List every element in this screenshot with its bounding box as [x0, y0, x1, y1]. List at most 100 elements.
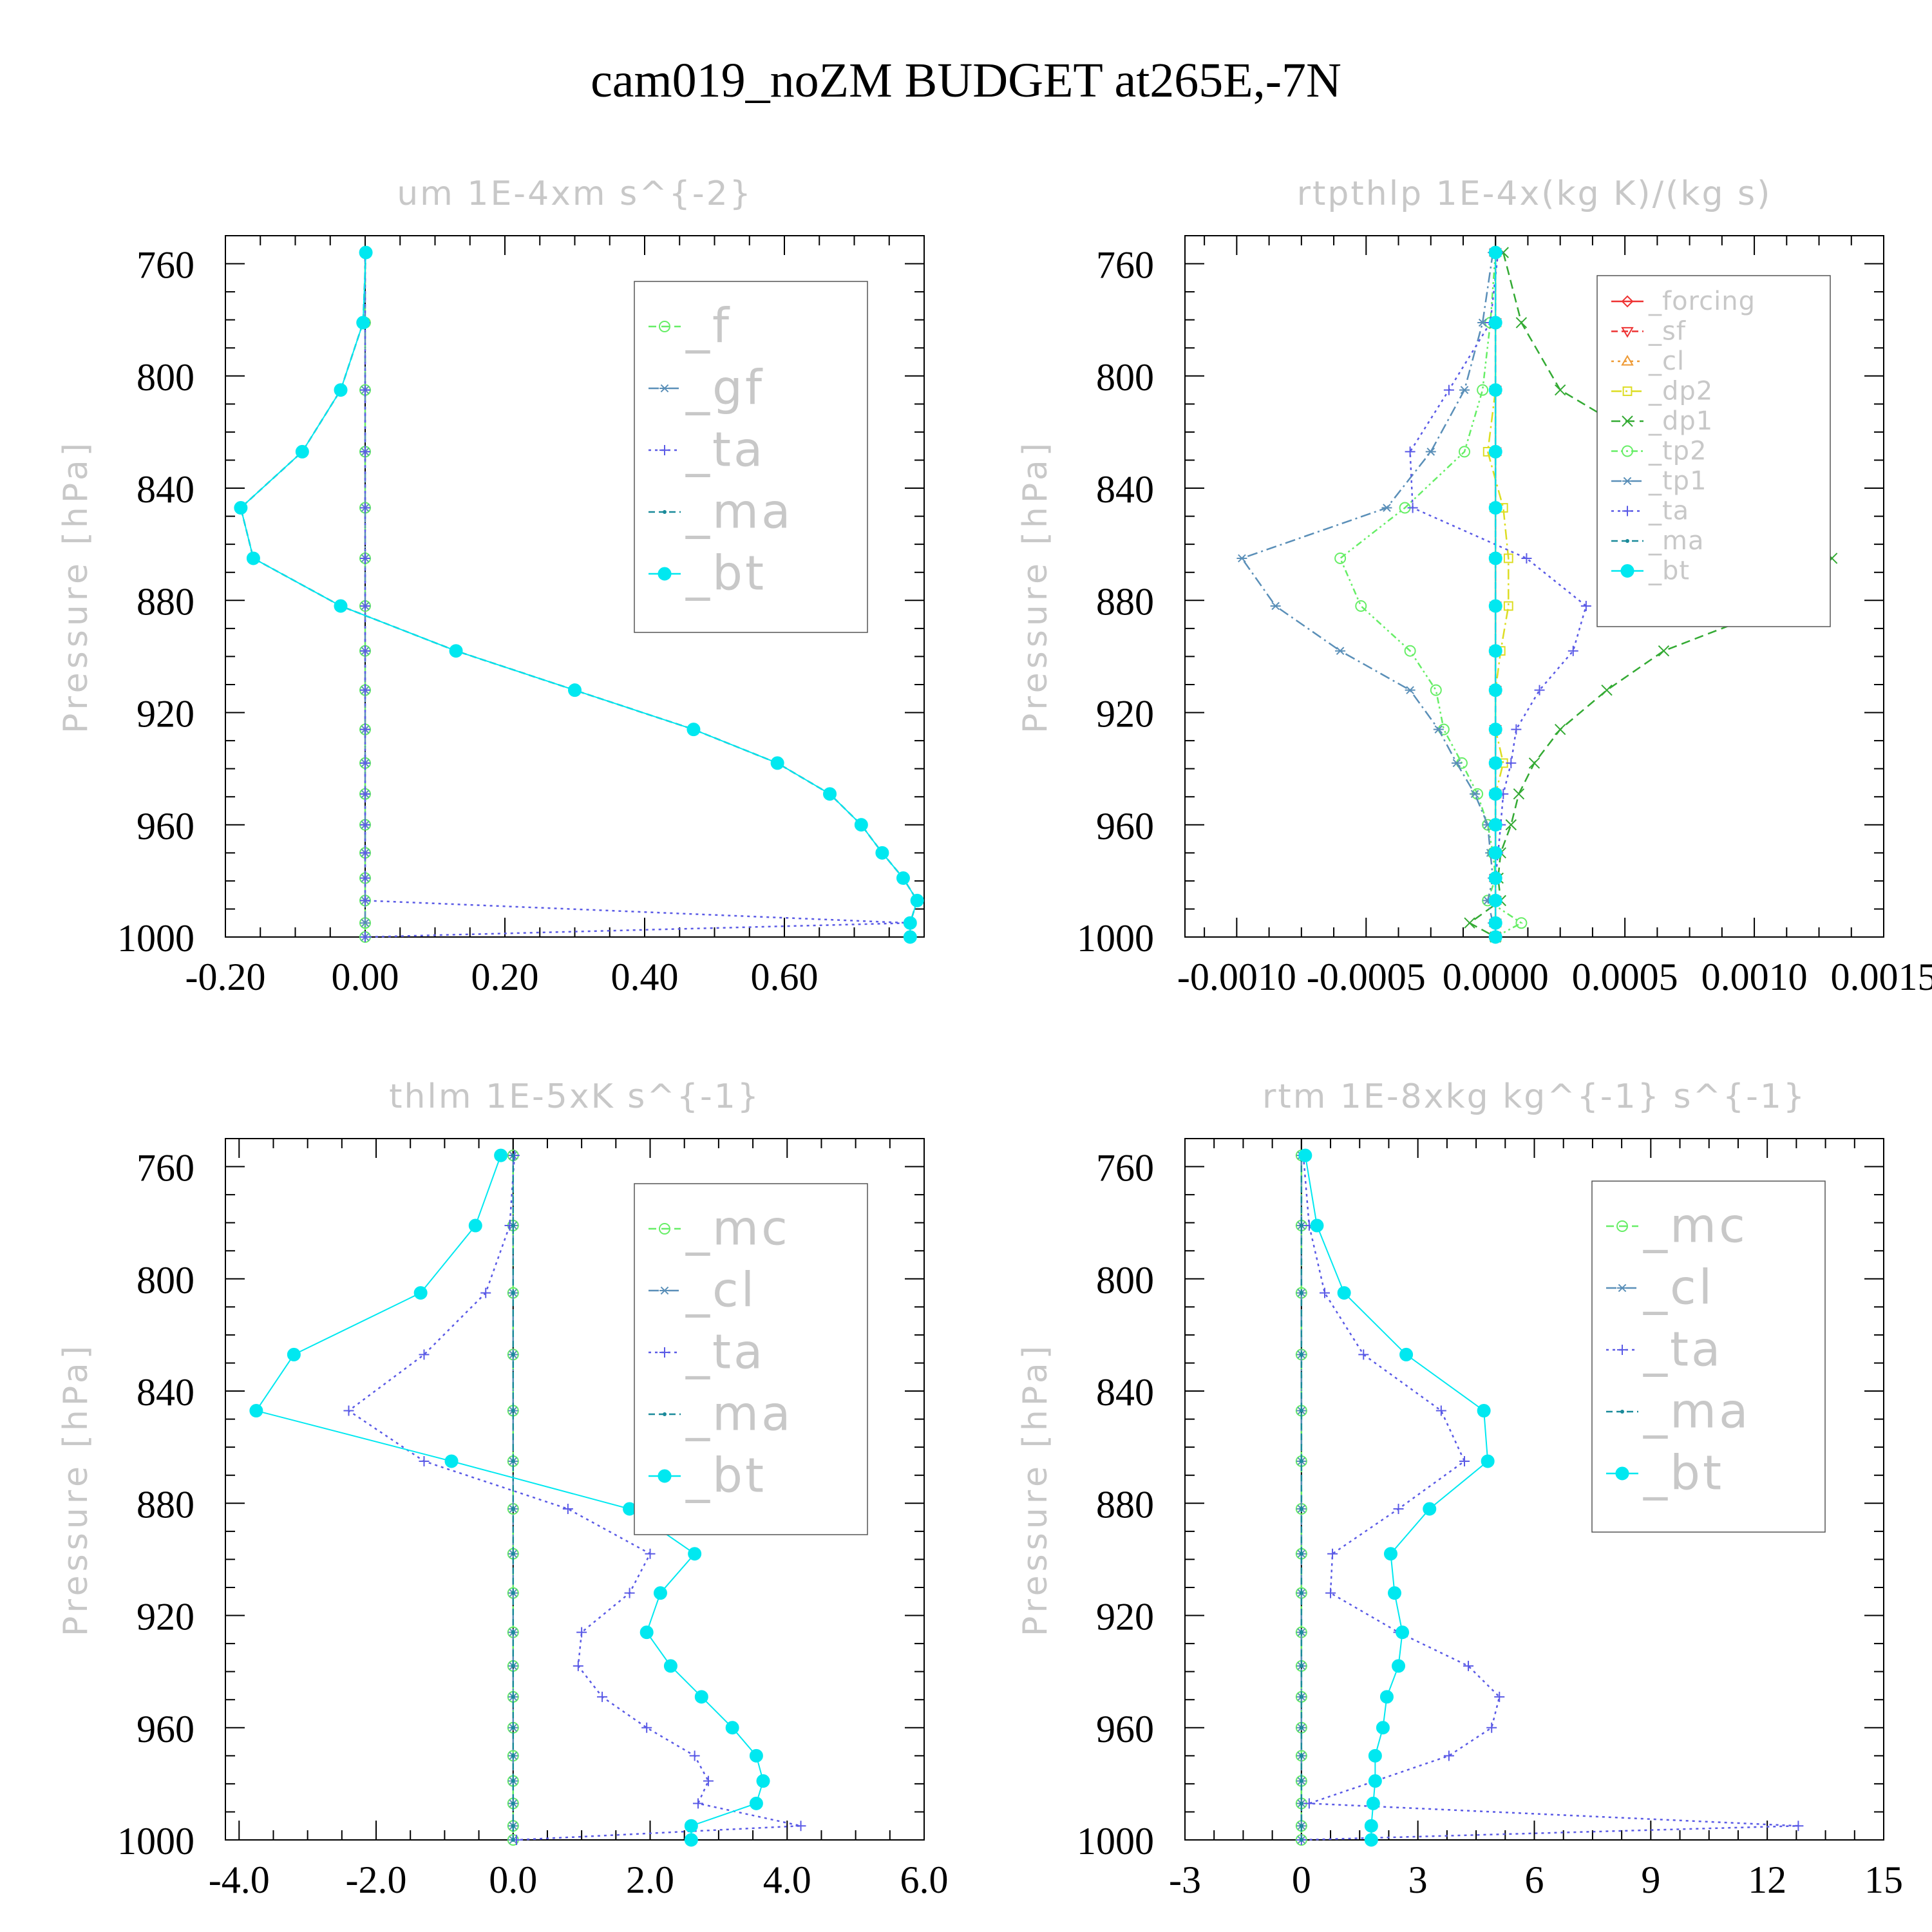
data-point	[1299, 1352, 1303, 1357]
legend-marker	[1620, 1410, 1624, 1414]
data-point	[511, 1824, 515, 1828]
y-tick-label: 800	[1096, 1259, 1154, 1302]
legend-marker	[1616, 1220, 1628, 1232]
data-point	[1488, 846, 1502, 860]
x-tick-label: 0.0010	[1701, 956, 1808, 998]
data-point	[694, 1690, 708, 1704]
legend-label: _ta	[685, 422, 765, 477]
data-point	[511, 1352, 515, 1357]
series-line	[1339, 252, 1523, 938]
y-tick-label: 920	[137, 1596, 194, 1638]
legend-marker	[659, 321, 670, 332]
y-tick-label: 760	[1096, 1147, 1154, 1189]
data-point	[511, 1551, 515, 1556]
y-tick-label: 880	[137, 1483, 194, 1526]
data-point	[1320, 1287, 1330, 1298]
data-point	[684, 1833, 698, 1847]
data-point	[360, 384, 370, 395]
data-point	[756, 1774, 770, 1788]
data-point	[419, 1455, 430, 1466]
x-tick-label: 0.0000	[1443, 956, 1549, 998]
data-point	[1358, 1349, 1369, 1360]
plot-frame	[1184, 235, 1884, 938]
plot-title: rtpthlp 1E-4x(kg K)/(kg s)	[1297, 175, 1772, 213]
series-bt	[1298, 1148, 1495, 1847]
data-point	[1488, 930, 1502, 944]
data-point	[334, 383, 348, 397]
x-tick-label: 4.0	[763, 1859, 811, 1901]
y-axis-label: Pressure [hPa]	[1016, 1342, 1055, 1636]
data-point	[449, 644, 463, 658]
data-point	[1299, 1630, 1303, 1634]
y-tick-label: 960	[137, 1708, 194, 1750]
legend-label: _f	[685, 298, 732, 354]
data-point	[1451, 759, 1462, 768]
series-ta	[1405, 247, 1591, 942]
legend-marker	[1617, 1345, 1627, 1355]
data-point	[562, 1503, 573, 1514]
data-point	[1299, 1591, 1303, 1595]
data-point	[468, 1218, 482, 1233]
y-tick-label: 880	[137, 580, 194, 623]
data-point	[1236, 554, 1247, 563]
data-point	[1299, 1694, 1303, 1699]
data-point	[1433, 725, 1444, 734]
series-ma	[511, 1153, 515, 1842]
legend-marker	[1625, 539, 1629, 543]
x-tick-label: -3	[1169, 1859, 1201, 1901]
data-point	[234, 501, 248, 515]
series-line	[364, 252, 911, 938]
y-tick-label: 920	[1096, 693, 1154, 735]
legend-marker	[659, 1223, 670, 1235]
data-point	[1405, 686, 1416, 694]
legend-label: _cl	[685, 1262, 757, 1318]
series-tp2	[1334, 247, 1528, 943]
data-point	[360, 932, 370, 942]
data-point	[360, 446, 370, 457]
data-point	[1299, 1506, 1303, 1511]
data-point	[1366, 1796, 1380, 1810]
plot-title: rtm 1E-8xkg kg^{-1} s^{-1}	[1262, 1077, 1806, 1116]
data-point	[1488, 871, 1502, 886]
data-point	[511, 1291, 515, 1295]
data-point	[1425, 448, 1436, 456]
data-point	[688, 1547, 702, 1561]
data-point	[1299, 1801, 1303, 1806]
legend-label: _bt	[1648, 556, 1690, 586]
data-point	[1488, 723, 1502, 737]
data-point	[511, 1754, 515, 1758]
y-tick-label: 1000	[117, 917, 194, 960]
legend-label: _dp2	[1648, 377, 1713, 406]
y-tick-label: 1000	[1077, 1820, 1154, 1862]
legend-marker	[659, 445, 670, 455]
y-tick-label: 960	[137, 805, 194, 848]
series-ma	[1299, 1153, 1303, 1842]
plot-title: thlm 1E-5xK s^{-1}	[389, 1077, 761, 1116]
data-point	[511, 1224, 515, 1228]
data-point	[1298, 1148, 1312, 1162]
y-axis-label: Pressure [hPa]	[1016, 439, 1055, 734]
legend-marker	[1622, 506, 1633, 516]
data-point	[1554, 723, 1566, 735]
y-tick-label: 840	[137, 468, 194, 511]
y-tick-label: 800	[137, 1259, 194, 1302]
x-tick-label: 9	[1641, 1859, 1660, 1901]
legend-label: _sf	[1648, 317, 1686, 346]
data-point	[725, 1721, 739, 1735]
data-point	[770, 756, 784, 770]
data-point	[1299, 1551, 1303, 1556]
data-point	[360, 757, 370, 768]
legend-marker	[659, 1347, 670, 1358]
data-point	[419, 1349, 430, 1360]
data-point	[1503, 601, 1513, 611]
x-tick-label: 2.0	[626, 1859, 674, 1901]
data-point	[1368, 1774, 1382, 1788]
data-point	[1488, 893, 1502, 907]
plot-title: um 1E-4xm s^{-2}	[397, 175, 753, 213]
data-point	[1383, 1547, 1397, 1561]
legend-marker	[1621, 295, 1634, 308]
data-point	[1488, 551, 1502, 565]
data-point	[1355, 600, 1367, 612]
data-point	[1521, 553, 1532, 564]
data-point	[703, 1776, 714, 1786]
